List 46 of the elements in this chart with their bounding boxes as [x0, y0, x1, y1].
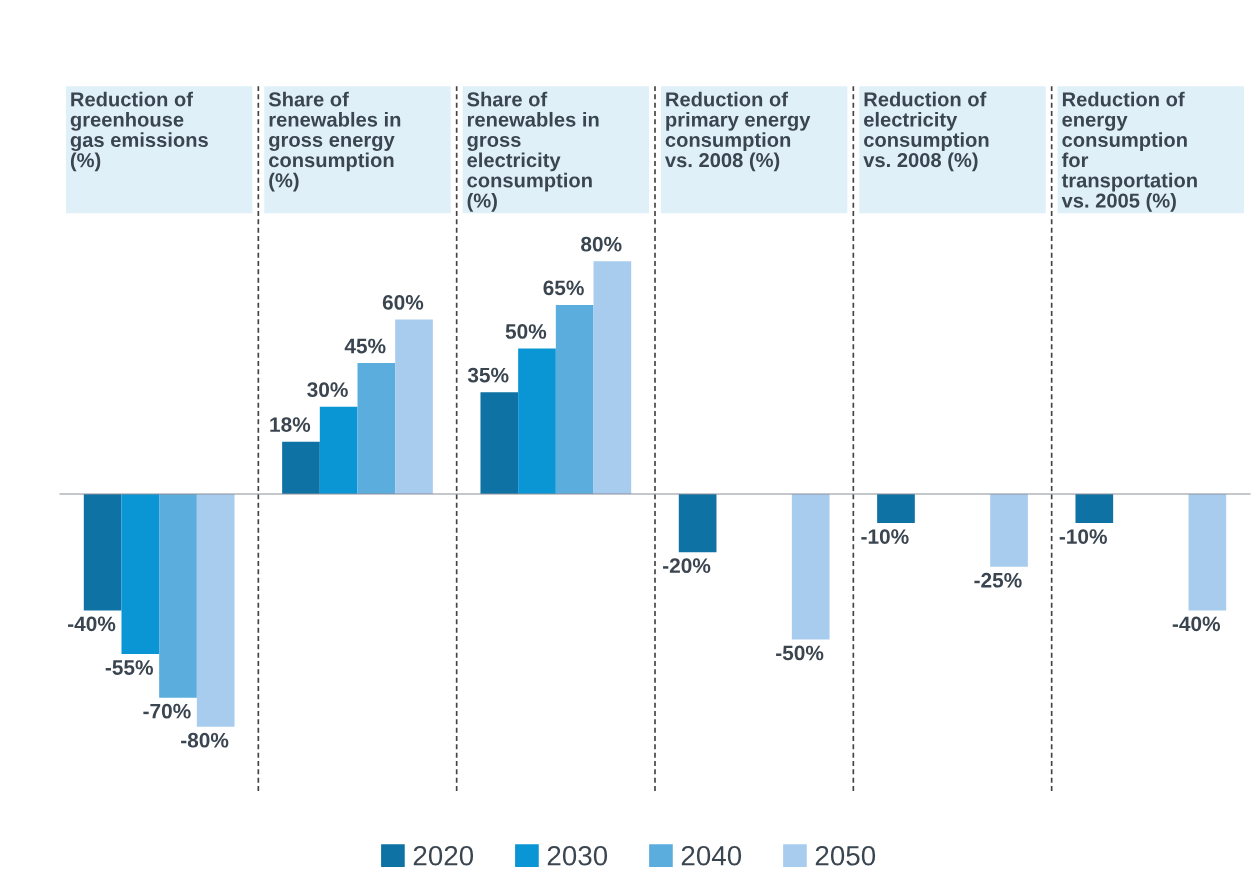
data-label: 80%: [581, 236, 622, 252]
data-label: 35%: [467, 367, 509, 383]
x-tick-label: Reduction of greenhouse gas emissions (%): [70, 91, 208, 172]
data-label: -10%: [1059, 529, 1107, 544]
data-label: -10%: [861, 529, 909, 544]
data-label: 30%: [307, 382, 348, 398]
bar: [357, 363, 396, 494]
bar: [395, 319, 433, 494]
bar: [678, 494, 717, 553]
x-tick-label: Reduction of energy consumption for transportation vs. 2005 (%): [1061, 91, 1197, 212]
data-label: -25%: [974, 572, 1022, 588]
data-label: -20%: [663, 558, 711, 574]
bar: [159, 494, 197, 698]
bar: [121, 494, 160, 655]
data-label: 45%: [344, 338, 386, 354]
data-label: -40%: [1172, 616, 1221, 632]
data-label: -80%: [181, 732, 229, 748]
bar: [593, 261, 632, 494]
x-tick-label: Share of renewables in gross energy consumption (%): [268, 91, 401, 192]
x-tick-label: Reduction of electricity consumption vs. 2008 (%): [863, 91, 989, 172]
legend-label: 2040: [681, 845, 742, 866]
bar: [877, 494, 915, 524]
bar: [1188, 494, 1227, 611]
bar: [83, 494, 122, 611]
bar: [480, 392, 519, 494]
bar: [1075, 494, 1114, 524]
data-label: -50%: [776, 645, 824, 661]
x-tick-label: Reduction of primary energy consumption vs. 2008 (%): [665, 91, 811, 172]
bar: [196, 494, 235, 727]
bar: [555, 304, 594, 494]
data-label: 60%: [382, 295, 424, 310]
legend-label: 2020: [413, 845, 474, 866]
legend-label: 2030: [547, 845, 608, 866]
bar: [791, 494, 830, 640]
bar: [518, 348, 556, 494]
data-label: -55%: [105, 660, 153, 675]
data-label: 18%: [270, 417, 311, 432]
bar: [990, 494, 1028, 567]
data-label: 50%: [505, 324, 547, 339]
bar: [319, 406, 358, 494]
bar: [282, 441, 320, 494]
legend-label: 2050: [815, 845, 876, 866]
x-tick-label: Share of renewables in gross electricity consumption (%): [467, 91, 599, 212]
data-label: -70%: [143, 703, 191, 719]
data-label: -40%: [68, 616, 116, 632]
data-label: 65%: [543, 280, 584, 296]
